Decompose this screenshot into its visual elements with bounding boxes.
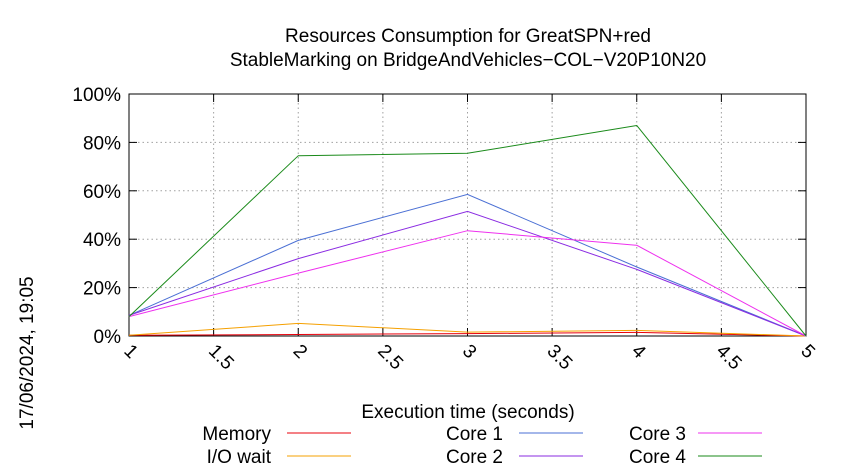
series-line-core-4 (128, 124, 807, 337)
x-axis-label: Execution time (seconds) (361, 402, 574, 423)
y-tick-label: 40% (83, 230, 121, 251)
y-tick-label: 0% (94, 327, 122, 348)
timestamp: 17/06/2024, 19:05 (17, 276, 38, 429)
x-tick-label: 4 (627, 341, 650, 364)
x-tick-label: 3.5 (543, 341, 577, 375)
series-line-core-2 (128, 210, 807, 337)
x-tick-label: 4.5 (712, 341, 746, 375)
grid-lines (129, 94, 806, 336)
x-tick-label: 2 (289, 341, 311, 363)
series-line-core-3 (128, 230, 807, 337)
legend-label: Core 3 (629, 424, 686, 445)
legend-label: I/O wait (207, 447, 272, 468)
x-tick-label: 3 (458, 341, 480, 363)
y-tick-label: 100% (72, 85, 121, 106)
series-line-core-1 (128, 193, 807, 337)
x-tick-label: 5 (796, 341, 818, 363)
series-line-i-o-wait (128, 322, 807, 337)
chart-title: Resources Consumption for GreatSPN+red (285, 26, 651, 47)
y-axis-ticks: 0% 20% 40% 60% 80% 100% (72, 85, 806, 348)
chart-subtitle: StableMarking on BridgeAndVehicles−COL−V… (230, 50, 706, 71)
x-tick-label: 2.5 (373, 341, 407, 375)
legend-label: Core 2 (446, 447, 503, 468)
series-line-memory (128, 331, 807, 337)
y-tick-label: 60% (83, 182, 121, 203)
legend-label: Core 4 (629, 447, 686, 468)
y-tick-label: 20% (83, 279, 121, 300)
series-lines (128, 124, 807, 337)
legend-label: Core 1 (446, 424, 503, 445)
legend-label: Memory (202, 424, 271, 445)
x-tick-label: 1.5 (204, 341, 238, 375)
x-tick-label: 1 (119, 341, 141, 363)
y-tick-label: 80% (83, 133, 121, 154)
